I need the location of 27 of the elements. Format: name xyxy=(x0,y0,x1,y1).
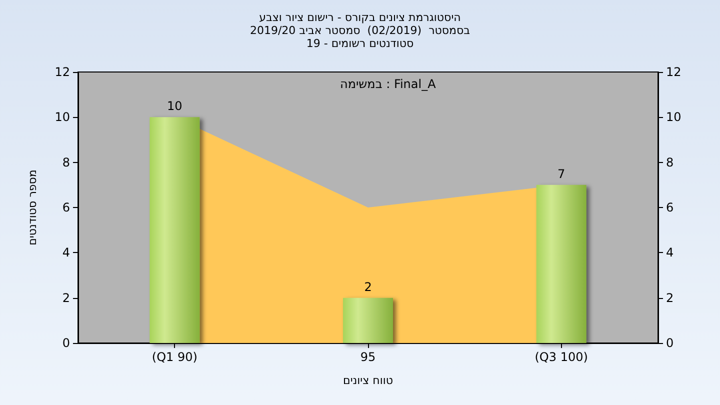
y-axis-title: מספר סטודנטים xyxy=(26,170,39,246)
y2-tick-label: 12 xyxy=(666,65,682,79)
y-tick-label: 12 xyxy=(54,65,70,79)
x-axis-title: טווח ציונים xyxy=(343,374,393,387)
data-label: 7 xyxy=(558,166,566,181)
y-tick-label: 6 xyxy=(62,200,70,214)
y2-tick-label: 10 xyxy=(666,110,682,124)
y-tick-label: 2 xyxy=(62,290,70,305)
bar xyxy=(343,298,393,343)
x-tick-label: (Q3 100) xyxy=(534,350,588,364)
y-tick-label: 10 xyxy=(54,110,70,124)
y-tick-label: 4 xyxy=(62,246,70,260)
data-label: 2 xyxy=(364,280,372,294)
y2-tick-label: 0 xyxy=(666,336,674,350)
data-label: 10 xyxy=(167,99,182,114)
annotation: במשימה : Final_A xyxy=(340,77,437,91)
y2-tick-label: 6 xyxy=(666,200,674,214)
x-tick-label: 95 xyxy=(360,350,376,364)
chart-title: היסטוגרמת ציונים בקורס - רישום ציור וצבע בסמסטר (02/2019) סמסטר אביב 2019/20 סטודנטים רשומים - 19 xyxy=(250,11,470,50)
x-tick-label: (Q1 90) xyxy=(152,350,198,364)
y-tick-label: 8 xyxy=(62,155,70,170)
bar xyxy=(536,184,586,343)
y2-tick-label: 4 xyxy=(666,246,674,260)
y2-tick-label: 8 xyxy=(666,155,674,170)
y-tick-label: 0 xyxy=(62,336,70,350)
y2-tick-label: 2 xyxy=(666,290,674,305)
bar xyxy=(150,117,200,343)
